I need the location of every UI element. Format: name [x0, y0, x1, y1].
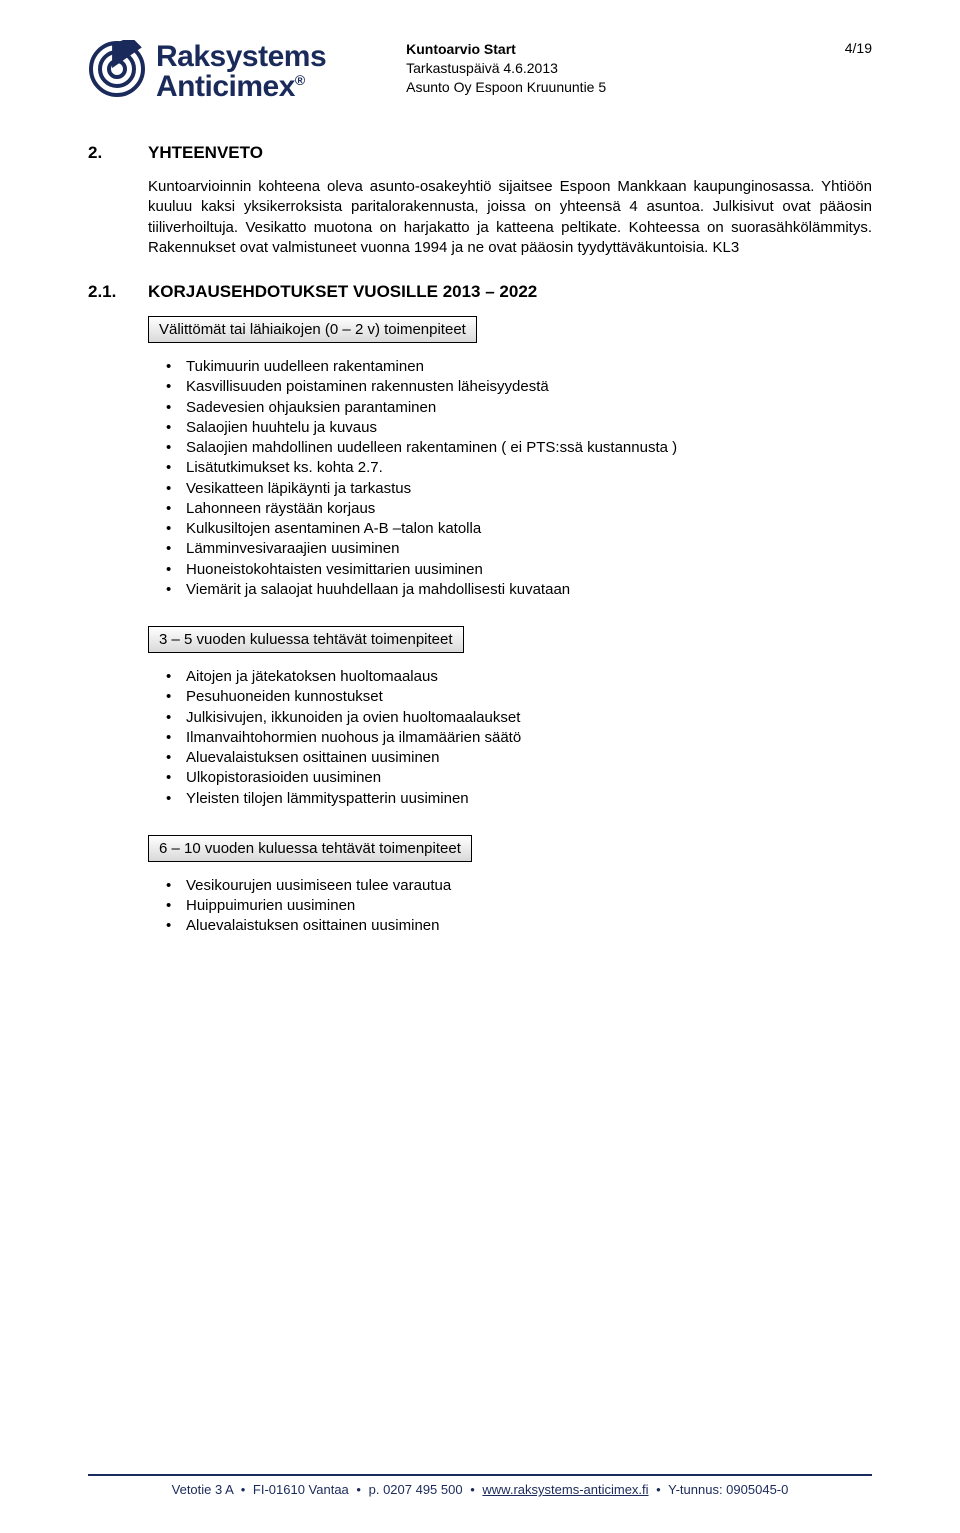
footer-city: FI-01610 Vantaa [253, 1482, 349, 1497]
section-2-num: 2. [88, 143, 148, 163]
footer-address: Vetotie 3 A [172, 1482, 233, 1497]
logo-bottom-word: Anticimex [156, 70, 295, 103]
inspection-date: Tarkastuspäivä 4.6.2013 [406, 59, 845, 78]
list-item: Julkisivujen, ikkunoiden ja ovien huolto… [148, 708, 872, 728]
subject: Asunto Oy Espoon Kruununtie 5 [406, 78, 845, 97]
list-item: Vesikatteen läpikäynti ja tarkastus [148, 479, 872, 499]
footer-phone: p. 0207 495 500 [369, 1482, 463, 1497]
list-item: Huippuimurien uusiminen [148, 896, 872, 916]
timeframe-box-6-10: 6 – 10 vuoden kuluessa tehtävät toimenpi… [148, 835, 472, 862]
list-item: Sadevesien ohjauksien parantaminen [148, 398, 872, 418]
list-item: Lisätutkimukset ks. kohta 2.7. [148, 458, 872, 478]
target-icon [88, 40, 146, 103]
timeframe-box-3-5: 3 – 5 vuoden kuluessa tehtävät toimenpit… [148, 626, 464, 653]
list-item: Aluevalaistuksen osittainen uusiminen [148, 916, 872, 936]
logo-text-top: Raksystems [156, 42, 326, 72]
list-item: Aluevalaistuksen osittainen uusiminen [148, 748, 872, 768]
list-item: Ulkopistorasioiden uusiminen [148, 768, 872, 788]
list-item: Salaojien mahdollinen uudelleen rakentam… [148, 438, 872, 458]
section-21-num: 2.1. [88, 282, 148, 302]
timeframe-box-0-2: Välittömät tai lähiaikojen (0 – 2 v) toi… [148, 316, 477, 343]
list-item: Vesikourujen uusimiseen tulee varautua [148, 876, 872, 896]
list-item: Salaojien huuhtelu ja kuvaus [148, 418, 872, 438]
action-list-6-10: Vesikourujen uusimiseen tulee varautuaHu… [148, 876, 872, 937]
page-number: 4/19 [845, 40, 872, 56]
doc-title: Kuntoarvio Start [406, 41, 516, 57]
logo: Raksystems Anticimex® [88, 40, 326, 103]
list-item: Lahonneen räystään korjaus [148, 499, 872, 519]
page-header: Raksystems Anticimex® Kuntoarvio Start T… [88, 40, 872, 103]
section-2-paragraph: Kuntoarvioinnin kohteena oleva asunto-os… [148, 177, 872, 258]
footer-ytunnus: Y-tunnus: 0905045-0 [668, 1482, 788, 1497]
section-2-heading: 2. YHTEENVETO [88, 143, 872, 163]
section-2-title: YHTEENVETO [148, 143, 263, 163]
action-list-3-5: Aitojen ja jätekatoksen huoltomaalausPes… [148, 667, 872, 809]
list-item: Huoneistokohtaisten vesimittarien uusimi… [148, 560, 872, 580]
header-meta: Kuntoarvio Start Tarkastuspäivä 4.6.2013… [406, 40, 845, 97]
section-21-heading: 2.1. KORJAUSEHDOTUKSET VUOSILLE 2013 – 2… [88, 282, 872, 302]
list-item: Ilmanvaihtohormien nuohous ja ilmamäärie… [148, 728, 872, 748]
list-item: Tukimuurin uudelleen rakentaminen [148, 357, 872, 377]
logo-text-bottom: Anticimex® [156, 72, 326, 102]
list-item: Viemärit ja salaojat huuhdellaan ja mahd… [148, 580, 872, 600]
list-item: Lämminvesivaraajien uusiminen [148, 539, 872, 559]
list-item: Yleisten tilojen lämmityspatterin uusimi… [148, 789, 872, 809]
list-item: Kulkusiltojen asentaminen A-B –talon kat… [148, 519, 872, 539]
logo-reg: ® [295, 72, 305, 88]
list-item: Kasvillisuuden poistaminen rakennusten l… [148, 377, 872, 397]
list-item: Aitojen ja jätekatoksen huoltomaalaus [148, 667, 872, 687]
footer-url[interactable]: www.raksystems-anticimex.fi [482, 1482, 648, 1497]
page-footer: Vetotie 3 A • FI-01610 Vantaa • p. 0207 … [88, 1474, 872, 1497]
action-list-0-2: Tukimuurin uudelleen rakentaminenKasvill… [148, 357, 872, 600]
section-21-title: KORJAUSEHDOTUKSET VUOSILLE 2013 – 2022 [148, 282, 537, 302]
list-item: Pesuhuoneiden kunnostukset [148, 687, 872, 707]
